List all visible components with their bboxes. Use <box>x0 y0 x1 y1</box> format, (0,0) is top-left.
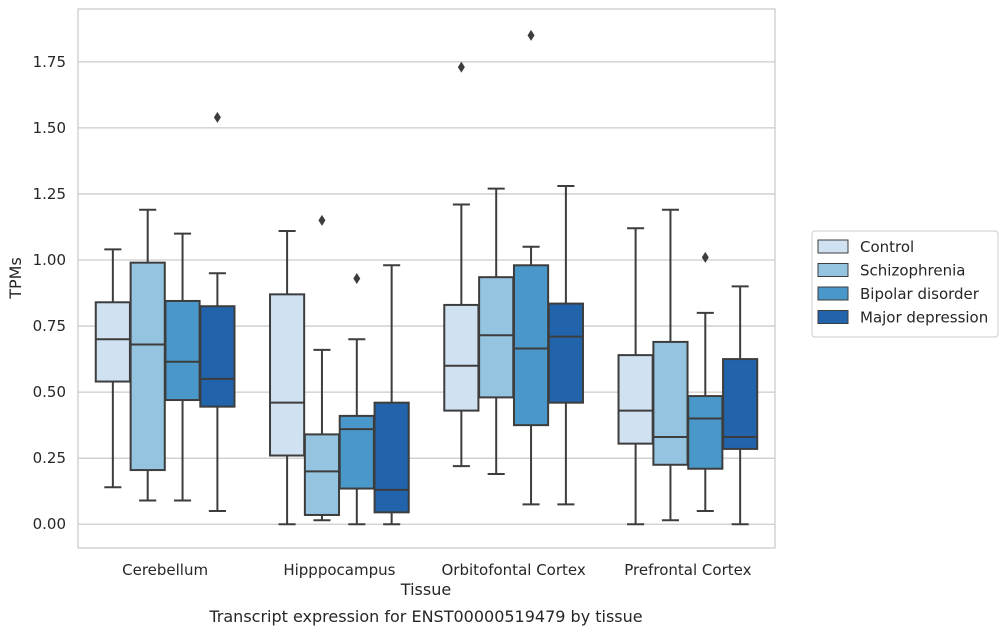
x-tick-label: Orbitofontal Cortex <box>442 561 586 579</box>
box <box>478 187 515 476</box>
x-tick-labels: Cerebellum Hipppocampus Orbitofontal Corte… <box>122 561 751 579</box>
y-tick-label: 1.75 <box>33 53 66 71</box>
y-tick-label: 0.00 <box>33 515 66 533</box>
legend: Control Schizophrenia Bipolar disorder Majo… <box>811 230 999 338</box>
outlier-point <box>213 111 221 123</box>
y-tick-label: 1.50 <box>33 119 66 137</box>
iqr-box <box>199 305 236 408</box>
legend-frame <box>811 230 999 338</box>
box <box>94 248 131 489</box>
iqr-box <box>652 340 689 466</box>
box <box>129 208 166 502</box>
y-tick-labels: 0.00 0.25 0.50 0.75 1.00 1.25 1.50 1.75 <box>33 53 66 533</box>
iqr-box <box>269 293 306 457</box>
iqr-box <box>94 301 131 383</box>
box <box>269 229 306 526</box>
iqr-box <box>338 414 375 490</box>
legend-swatch <box>817 310 849 324</box>
iqr-box <box>443 303 480 412</box>
legend-label: Major depression <box>860 309 988 327</box>
y-tick-label: 0.25 <box>33 449 66 467</box>
box <box>652 208 689 522</box>
iqr-box <box>512 264 550 427</box>
legend-swatch <box>817 263 849 277</box>
iqr-box <box>547 302 584 404</box>
legend-label: Schizophrenia <box>860 262 965 280</box>
iqr-box <box>303 433 341 516</box>
iqr-box <box>373 401 410 514</box>
legend-label: Bipolar disorder <box>860 285 980 303</box>
outlier-point <box>701 251 709 263</box>
iqr-box <box>129 261 166 472</box>
iqr-box <box>164 299 201 402</box>
legend-swatch <box>817 286 849 301</box>
iqr-box <box>478 276 515 399</box>
legend-label: Control <box>860 238 914 256</box>
x-tick-label: Hipppocampus <box>283 561 395 579</box>
iqr-box <box>722 358 759 450</box>
iqr-box <box>617 354 654 445</box>
outlier-point <box>457 61 465 73</box>
box <box>164 232 201 502</box>
y-tick-label: 0.75 <box>33 317 66 335</box>
x-tick-label: Prefrontal Cortex <box>624 561 751 579</box>
chart-caption: Transcript expression for ENST0000051947… <box>208 607 642 626</box>
y-tick-label: 1.25 <box>33 185 66 203</box>
box <box>199 111 236 513</box>
legend-swatch <box>817 239 849 254</box>
box <box>373 264 410 526</box>
y-axis-title: TPMs <box>6 257 25 300</box>
outlier-point <box>353 273 361 284</box>
outlier-point <box>527 29 535 41</box>
outlier-point <box>318 214 326 226</box>
box <box>617 227 654 526</box>
y-tick-label: 1.00 <box>33 251 66 269</box>
x-axis-title: Tissue <box>400 580 451 599</box>
boxes <box>94 29 759 526</box>
iqr-box <box>687 395 724 470</box>
box <box>722 285 759 526</box>
y-tick-label: 0.50 <box>33 383 66 401</box>
box <box>547 185 584 506</box>
x-tick-label: Cerebellum <box>122 561 208 579</box>
box <box>443 61 480 468</box>
